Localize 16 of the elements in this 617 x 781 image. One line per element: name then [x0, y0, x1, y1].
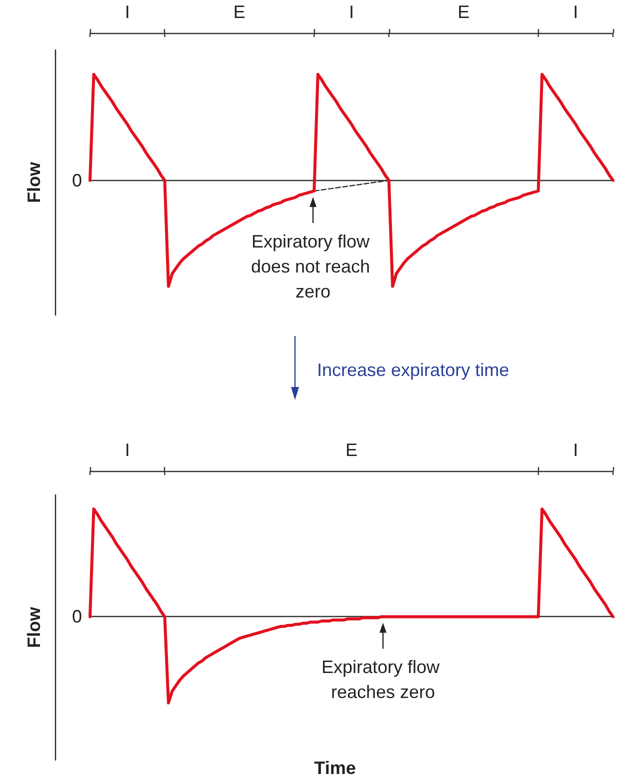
- x-tick-label: I: [573, 440, 578, 460]
- x-tick-label: I: [124, 440, 130, 460]
- x-tick-label: E: [458, 2, 470, 22]
- chart-title: Increase expiratory time: [317, 360, 510, 380]
- x-axis-title: Time: [314, 758, 356, 778]
- annotation: Expiratory flow does not reach zero: [250, 231, 376, 302]
- ref-line-label: 0: [72, 170, 82, 190]
- y-axis-title: Flow: [24, 606, 44, 648]
- x-tick-label: I: [573, 2, 578, 22]
- ref-line-label: 0: [72, 606, 82, 627]
- annotation: Expiratory flow reaches zero: [321, 657, 445, 702]
- x-tick-label: E: [233, 2, 246, 22]
- x-tick-label: I: [348, 2, 354, 22]
- x-tick-label: E: [345, 440, 358, 460]
- y-axis-title: Flow: [24, 161, 44, 203]
- x-tick-label: I: [124, 2, 130, 22]
